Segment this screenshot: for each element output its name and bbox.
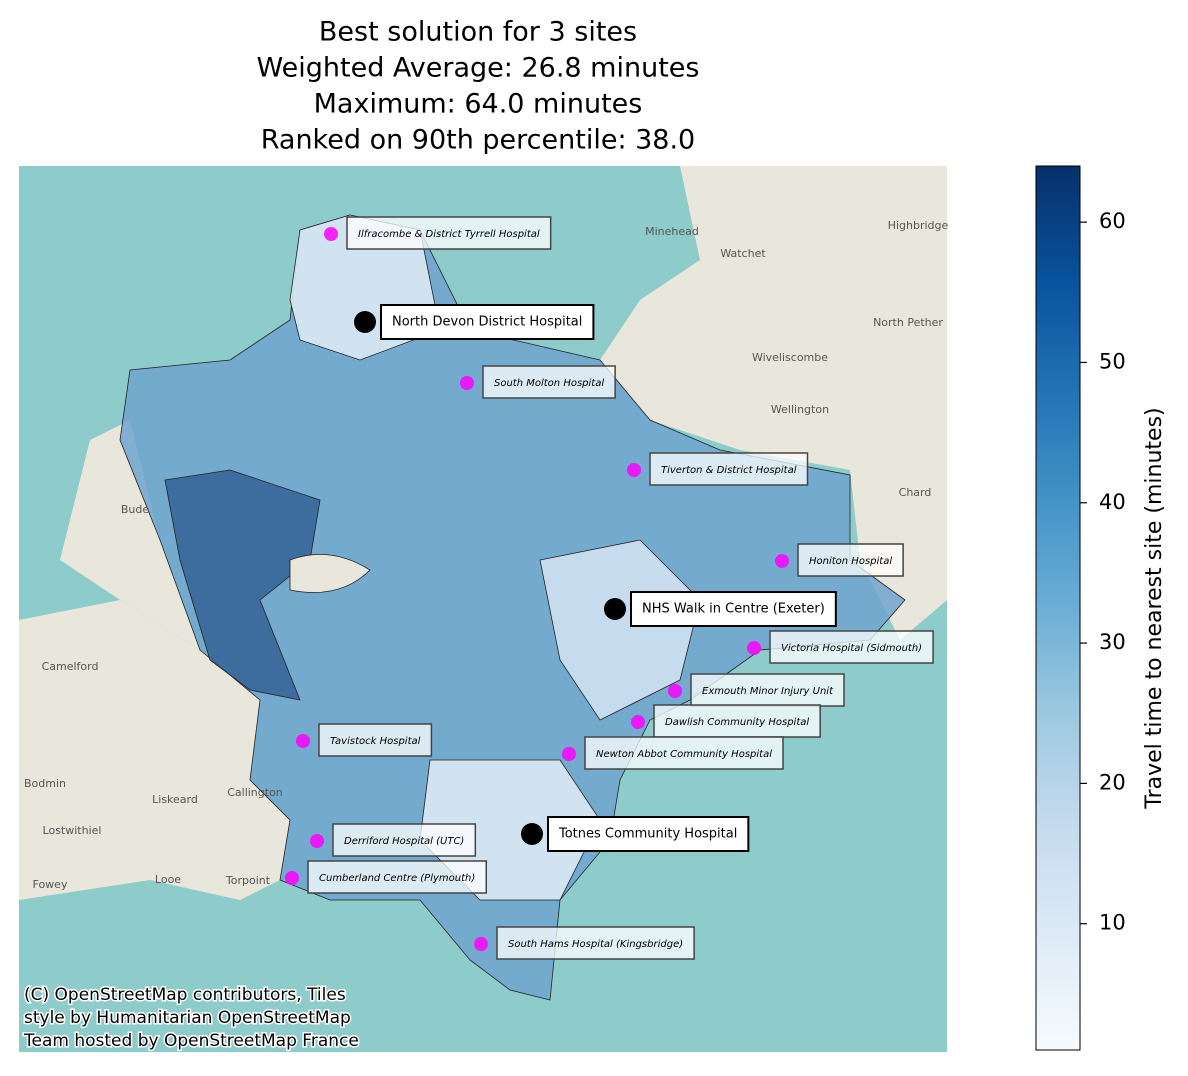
site-label-box [630,591,837,627]
colorbar-tick-label: 60 [1099,209,1126,233]
site-marker [627,463,641,477]
site-label: Ilfracombe & District Tyrrell Hospital [358,229,540,240]
region-gap [289,554,371,593]
site-label-box [769,630,934,664]
site-marker [285,871,299,885]
site-label-box [797,543,904,577]
site-label: NHS Walk in Centre (Exeter) [642,602,825,617]
site-marker [775,554,789,568]
site-marker [631,715,645,729]
chart-title: Weighted Average: 26.8 minutes [257,53,700,84]
selected-site-marker [604,598,626,620]
site-marker [460,376,474,390]
attribution: (C) OpenStreetMap contributors, Tiles [24,985,346,1005]
site-label-box [307,860,488,894]
site-label-box [332,823,477,857]
colorbar-label: Travel time to nearest site (minutes) [1142,407,1167,809]
selected-site-marker [354,311,376,333]
basemap-label: North Pether [873,316,943,329]
site-label-box [690,673,845,707]
site-marker [310,834,324,848]
site-label-box [346,216,552,250]
chart-title: Best solution for 3 sites [319,17,637,48]
land [60,420,200,650]
basemap-label: Looe [155,873,181,886]
site-label: South Molton Hospital [494,378,604,389]
site-label: North Devon District Hospital [392,315,582,330]
site-label: Totnes Community Hospital [558,827,737,842]
site-label-box [482,365,616,399]
basemap-label: Wellington [771,403,829,416]
site-label: Newton Abbot Community Hospital [596,749,772,760]
site-label: Dawlish Community Hospital [665,717,809,728]
colorbar-tick-label: 40 [1099,490,1126,514]
region [164,469,321,701]
site-label-box [584,736,784,770]
site-marker [474,937,488,951]
basemap-label: Camelford [42,660,99,673]
basemap-label: Bodmin [24,777,66,790]
chart-title: Ranked on 90th percentile: 38.0 [261,125,696,156]
colorbar-tick-label: 10 [1099,911,1126,935]
site-label-box [318,723,433,757]
overlay: Minehead Watchet Highbridge North Pether Wiv… [24,216,949,960]
colorbar-tick-label: 50 [1099,349,1126,373]
selected-site-marker [521,823,543,845]
basemap-label: Watchet [720,247,766,260]
basemap-label: Wiveliscombe [752,351,828,364]
basemap-label: Lostwithiel [43,824,102,837]
basemap-label: Chard [899,486,932,499]
land [600,166,947,640]
site-label: Exmouth Minor Injury Unit [702,686,834,697]
basemap-label: Minehead [645,225,699,238]
site-label-box [380,304,595,340]
site-label: Tiverton & District Hospital [661,465,797,476]
site-label: Derriford Hospital (UTC) [344,836,464,847]
colorbar [1035,165,1081,1051]
region [539,539,701,721]
chart-title: Maximum: 64.0 minutes [314,89,643,120]
colorbar-tick-label: 20 [1099,770,1126,794]
site-marker [296,734,310,748]
site-marker [747,641,761,655]
site-label-box [649,452,809,486]
attribution: style by Humanitarian OpenStreetMap [24,1008,351,1028]
site-label-box [547,816,750,852]
site-marker [562,747,576,761]
attribution: Team hosted by OpenStreetMap France [23,1031,359,1051]
basemap-label: Highbridge [888,219,949,232]
site-marker [668,684,682,698]
site-label-box [653,704,821,738]
site-label-box [496,926,695,960]
basemap-label: Liskeard [152,793,198,806]
colorbar-tick-label: 30 [1099,630,1126,654]
site-label: Honiton Hospital [809,556,892,567]
site-label: Cumberland Centre (Plymouth) [319,873,475,884]
site-label: Victoria Hospital (Sidmouth) [781,643,922,654]
land [19,600,290,900]
site-label: South Hams Hospital (Kingsbridge) [508,939,683,950]
basemap-label: Fowey [33,878,68,891]
basemap-label: Torpoint [225,874,271,887]
site-marker [324,227,338,241]
basemap-label: Bude [121,503,150,516]
basemap-label: Callington [227,786,283,799]
site-label: Tavistock Hospital [330,736,421,747]
